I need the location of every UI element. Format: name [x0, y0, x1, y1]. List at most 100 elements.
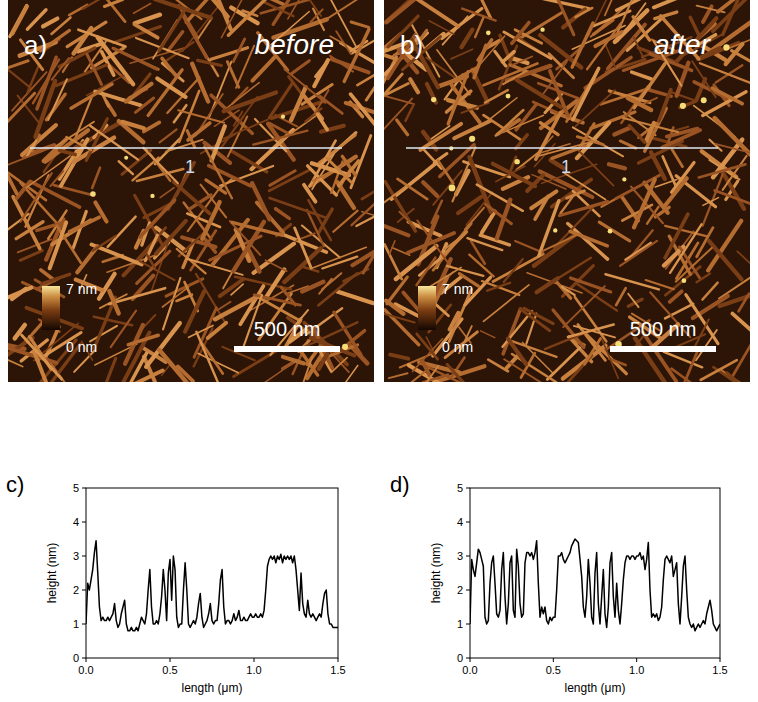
- y-tick: [466, 522, 470, 523]
- fibril: [451, 49, 472, 59]
- fibril: [156, 221, 186, 254]
- fibril: [620, 241, 657, 266]
- fibril: [696, 330, 717, 360]
- y-tick: [82, 590, 86, 591]
- fibril: [719, 275, 750, 299]
- colorbar-label: 0 nm: [442, 339, 473, 355]
- fibril: [703, 198, 719, 206]
- fibril: [177, 249, 206, 273]
- fibril: [8, 214, 29, 233]
- fibril: [391, 162, 437, 199]
- fibril: [461, 103, 488, 113]
- fibril: [384, 224, 408, 235]
- fibril: [737, 251, 750, 265]
- particle: [486, 31, 491, 36]
- colorbar-label: 0 nm: [66, 339, 97, 355]
- fibril: [184, 17, 207, 58]
- colorbar-label: 7 nm: [442, 281, 473, 297]
- fibril: [316, 62, 327, 76]
- fibril: [433, 224, 471, 270]
- particle: [540, 27, 544, 31]
- fibril: [573, 68, 599, 119]
- fibril: [198, 353, 239, 373]
- fibril: [98, 37, 134, 84]
- fibril: [262, 370, 283, 382]
- fibril: [339, 161, 359, 186]
- fibril: [50, 223, 66, 269]
- fibril: [572, 23, 593, 67]
- fibril: [713, 0, 750, 31]
- particle: [622, 177, 626, 181]
- fibril: [253, 57, 276, 81]
- particle: [124, 156, 128, 160]
- profile-line: [30, 147, 342, 148]
- y-tick: [466, 624, 470, 625]
- fibril: [631, 187, 663, 224]
- fibril: [43, 18, 57, 26]
- fibril: [547, 348, 580, 380]
- y-tick-label: 1: [73, 618, 79, 630]
- fibril: [452, 147, 475, 201]
- fibril: [732, 314, 750, 334]
- fibril: [739, 294, 749, 312]
- fibril: [122, 150, 151, 174]
- fibril: [270, 171, 295, 186]
- fibril: [399, 212, 415, 228]
- fibril: [276, 209, 290, 219]
- particle: [680, 103, 686, 109]
- fibril: [701, 360, 737, 380]
- fibril: [131, 353, 146, 381]
- fibril: [90, 126, 138, 160]
- fibril: [474, 45, 486, 77]
- plot-frame: [86, 488, 338, 658]
- fibril: [482, 281, 519, 295]
- afm-background: [384, 0, 750, 382]
- fibril: [212, 126, 225, 160]
- fibril: [723, 156, 747, 190]
- fibril: [568, 325, 614, 337]
- x-tick-label: 0.5: [546, 664, 561, 676]
- fibril: [664, 178, 687, 207]
- fibril: [174, 105, 186, 122]
- fibril: [448, 72, 468, 124]
- fibril: [208, 323, 226, 338]
- fibril: [651, 152, 665, 179]
- fibril: [625, 243, 651, 260]
- y-tick-label: 2: [73, 584, 79, 596]
- colorbar-label: 7 nm: [66, 281, 97, 297]
- fibril: [397, 120, 408, 135]
- fibril: [108, 217, 136, 247]
- fibril: [715, 191, 750, 207]
- fibril: [211, 95, 252, 133]
- fibril: [160, 188, 174, 198]
- fibril: [146, 253, 155, 268]
- fibril: [575, 8, 592, 17]
- fibril: [137, 251, 170, 283]
- x-tick-label: 1.0: [246, 664, 261, 676]
- scale-bar: [234, 346, 340, 352]
- x-tick: [553, 658, 554, 662]
- fibril: [319, 279, 331, 294]
- fibril: [542, 234, 580, 252]
- plot-frame: [470, 488, 720, 658]
- fibril: [427, 84, 436, 103]
- fibril: [8, 151, 43, 171]
- fibril: [48, 79, 67, 120]
- y-tick-label: 4: [73, 516, 79, 528]
- fibril: [20, 251, 42, 261]
- y-tick-label: 0: [457, 652, 463, 664]
- y-tick: [82, 488, 86, 489]
- fibril: [192, 64, 208, 102]
- fibril: [314, 60, 328, 86]
- fibril: [8, 288, 31, 299]
- fibril: [366, 82, 374, 100]
- fibril: [266, 269, 284, 297]
- fibril: [198, 60, 222, 65]
- fibril: [458, 197, 481, 213]
- fibril: [99, 0, 125, 22]
- fibril: [587, 23, 621, 69]
- scale-bar: [610, 346, 716, 352]
- y-tick-label: 5: [73, 482, 79, 494]
- panel-letter: a): [24, 30, 47, 60]
- fibril: [344, 29, 369, 81]
